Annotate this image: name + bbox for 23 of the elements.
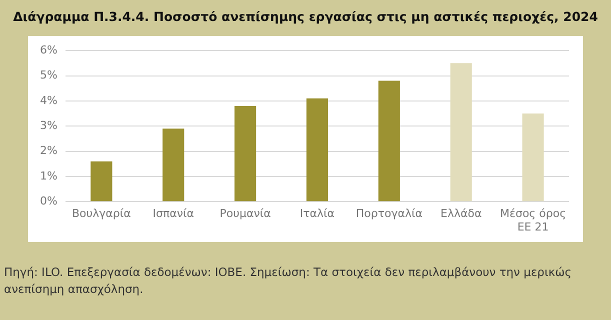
x-tick-label: Μέσος όρος ΕΕ 21	[500, 207, 566, 234]
bar	[306, 98, 328, 202]
y-tick-label: 4%	[40, 94, 58, 107]
text: Πηγή: ILO. Επεξεργασία δεδομένων: ΙΟΒΕ. Σημείωση: Τα στοιχεία δεν περιλαμβάνουν την μερικώς ανεπίσημη απασχόληση.	[4, 264, 573, 298]
bar	[522, 114, 544, 202]
bar	[378, 80, 400, 202]
y-tick-label: 5%	[40, 68, 58, 82]
x-tick-label: Ρουμανία	[220, 207, 271, 220]
x-tick-label: Βουλγαρία	[72, 207, 131, 220]
bar	[450, 63, 472, 202]
y-tick-label: 3%	[40, 118, 58, 132]
bar	[90, 161, 112, 202]
y-tick-label: 6%	[40, 43, 58, 56]
y-tick-label: 0%	[40, 194, 58, 208]
x-tick-label: Ελλάδα	[440, 207, 482, 220]
chart-title: Διάγραμμα Π.3.4.4. Ποσοστό ανεπίσημης εργασίας στις μη αστικές περιοχές, 2024	[12, 8, 599, 26]
y-tick-label: 1%	[40, 169, 58, 182]
x-tick-label: Ιταλία	[300, 207, 335, 220]
x-tick-label: Πορτογαλία	[356, 207, 422, 220]
bar	[234, 106, 256, 202]
bar	[162, 128, 184, 202]
x-tick-label: Ισπανία	[152, 207, 194, 220]
y-tick-label: 2%	[40, 144, 58, 158]
